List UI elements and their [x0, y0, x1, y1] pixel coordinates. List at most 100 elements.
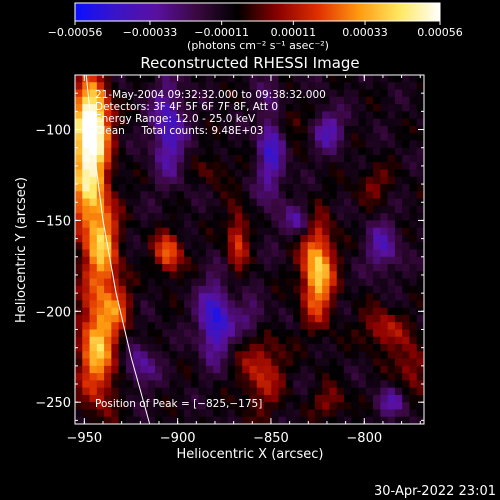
heatmap-cell	[387, 147, 396, 156]
heatmap-cell	[213, 125, 222, 134]
heatmap-cell	[358, 344, 367, 352]
heatmap-cell	[220, 205, 229, 214]
heatmap-cell	[227, 104, 236, 112]
heatmap-cell	[104, 314, 112, 323]
heatmap-cell	[329, 314, 338, 323]
heatmap-cell	[176, 154, 185, 163]
heatmap-cell	[154, 322, 163, 331]
heatmap-cell	[220, 336, 229, 345]
heatmap-cell	[409, 169, 418, 178]
heatmap-cell	[285, 351, 294, 360]
heatmap-cell	[285, 336, 294, 345]
heatmap-cell	[162, 89, 171, 98]
heatmap-cell	[256, 271, 265, 280]
heatmap-cell	[336, 365, 345, 374]
heatmap-cell	[89, 184, 98, 192]
heatmap-cell	[154, 140, 163, 149]
heatmap-cell	[198, 162, 207, 171]
heatmap-cell	[104, 380, 112, 389]
heatmap-cell	[96, 111, 105, 120]
heatmap-cell	[242, 307, 251, 316]
heatmap-cell	[373, 256, 381, 265]
heatmap-cell	[314, 278, 323, 287]
heatmap-cell	[140, 242, 149, 251]
heatmap-cell	[416, 220, 424, 229]
heatmap-cell	[271, 242, 280, 251]
heatmap-cell	[307, 169, 316, 178]
heatmap-cell	[314, 416, 323, 424]
heatmap-cell	[234, 213, 243, 222]
heatmap-cell	[409, 256, 418, 265]
heatmap-cell	[82, 162, 91, 171]
heatmap-cell	[96, 191, 105, 200]
heatmap-cell	[264, 373, 272, 381]
heatmap-cell	[373, 104, 381, 112]
heatmap-cell	[242, 82, 251, 91]
heatmap-cell	[162, 133, 171, 142]
heatmap-cell	[293, 387, 301, 396]
heatmap-cell	[344, 307, 352, 316]
heatmap-cell	[322, 242, 331, 251]
heatmap-cell	[278, 242, 287, 251]
heatmap-cell	[184, 104, 192, 112]
heatmap-cell	[351, 271, 360, 280]
heatmap-cell	[387, 111, 396, 120]
heatmap-cell	[344, 75, 352, 83]
heatmap-cell	[198, 344, 207, 352]
heatmap-cell	[249, 416, 258, 424]
heatmap-cell	[242, 278, 251, 287]
heatmap-cell	[314, 300, 323, 309]
heatmap-cell	[307, 111, 316, 120]
heatmap-cell	[75, 373, 83, 381]
heatmap-cell	[358, 154, 367, 163]
heatmap-cell	[140, 75, 149, 83]
heatmap-cell	[140, 96, 149, 105]
heatmap-cell	[344, 344, 352, 352]
heatmap-cell	[249, 227, 258, 236]
heatmap-cell	[351, 278, 360, 287]
heatmap-cell	[191, 205, 200, 214]
heatmap-cell	[402, 351, 411, 360]
heatmap-cell	[285, 89, 294, 98]
heatmap-cell	[234, 402, 243, 411]
heatmap-cell	[75, 140, 83, 149]
heatmap-cell	[314, 380, 323, 389]
heatmap-cell	[387, 227, 396, 236]
heatmap-cell	[256, 205, 265, 214]
heatmap-cell	[184, 322, 192, 331]
heatmap-cell	[387, 213, 396, 222]
heatmap-cell	[358, 264, 367, 272]
heatmap-cell	[205, 394, 214, 403]
heatmap-cell	[373, 147, 381, 156]
heatmap-cell	[169, 351, 178, 360]
heatmap-cell	[409, 416, 418, 424]
heatmap-cell	[293, 154, 301, 163]
heatmap-cell	[264, 358, 272, 367]
heatmap-cell	[336, 307, 345, 316]
heatmap-cell	[285, 409, 294, 418]
heatmap-cell	[242, 205, 251, 214]
heatmap-cell	[264, 104, 272, 112]
heatmap-cell	[271, 111, 280, 120]
heatmap-cell	[402, 227, 411, 236]
heatmap-cell	[184, 220, 192, 229]
heatmap-cell	[118, 307, 127, 316]
heatmap-cell	[242, 285, 251, 294]
heatmap-cell	[242, 344, 251, 352]
heatmap-cell	[96, 373, 105, 381]
heatmap-cell	[416, 322, 424, 331]
heatmap-cell	[89, 416, 98, 424]
heatmap-cell	[154, 373, 163, 381]
heatmap-cell	[307, 198, 316, 207]
heatmap-cell	[365, 271, 374, 280]
heatmap-cell	[227, 169, 236, 178]
heatmap-cell	[249, 154, 258, 163]
heatmap-cell	[264, 147, 272, 156]
heatmap-cell	[198, 351, 207, 360]
heatmap-cell	[169, 89, 178, 98]
heatmap-cell	[416, 96, 424, 105]
heatmap-cell	[154, 162, 163, 171]
heatmap-cell	[184, 416, 192, 424]
heatmap-cell	[387, 220, 396, 229]
heatmap-cell	[300, 133, 309, 142]
